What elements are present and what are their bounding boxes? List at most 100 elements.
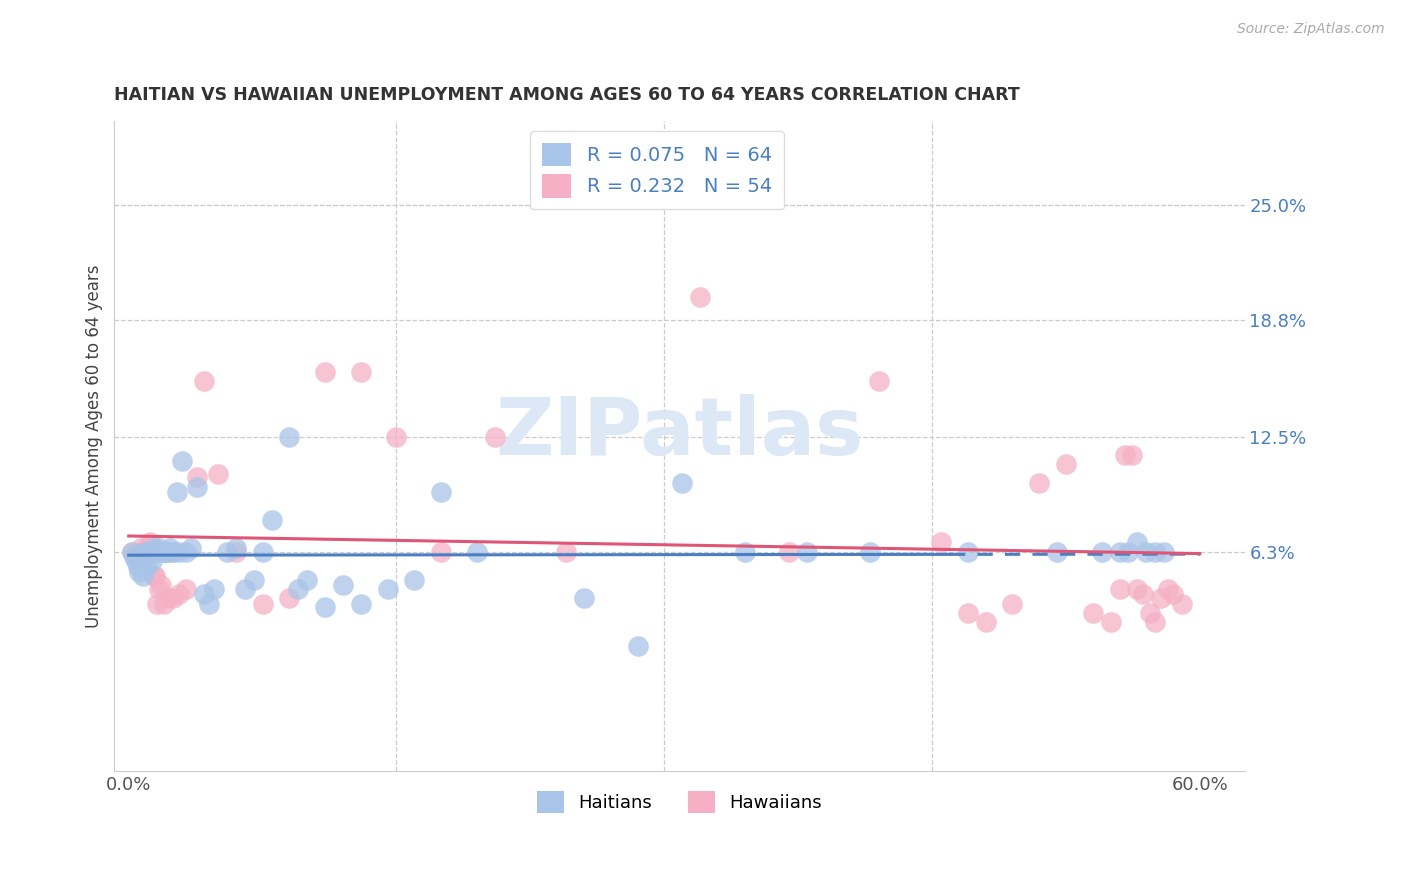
Point: [332, 578, 354, 592]
Point: [136, 545, 159, 559]
Point: [141, 554, 163, 568]
Point: [626, 640, 648, 654]
Point: [430, 545, 453, 559]
Point: [125, 550, 148, 565]
Point: [1046, 545, 1069, 559]
Point: [377, 582, 399, 596]
Point: [1099, 615, 1122, 630]
Point: [193, 374, 215, 388]
Point: [260, 513, 283, 527]
Point: [121, 545, 143, 559]
Point: [127, 559, 149, 574]
Legend: Haitians, Hawaiians: Haitians, Hawaiians: [530, 784, 830, 820]
Point: [1126, 535, 1149, 549]
Point: [350, 365, 373, 379]
Point: [159, 541, 181, 555]
Point: [162, 545, 184, 559]
Point: [1121, 448, 1143, 462]
Point: [121, 545, 143, 559]
Point: [242, 573, 264, 587]
Point: [160, 545, 183, 559]
Point: [225, 541, 247, 555]
Point: [207, 467, 229, 481]
Point: [166, 485, 188, 500]
Point: [1135, 545, 1157, 559]
Point: [193, 587, 215, 601]
Point: [1108, 582, 1130, 596]
Point: [572, 591, 595, 606]
Point: [430, 485, 453, 500]
Point: [404, 573, 426, 587]
Point: [162, 591, 184, 606]
Point: [122, 550, 145, 565]
Point: [858, 545, 880, 559]
Text: HAITIAN VS HAWAIIAN UNEMPLOYMENT AMONG AGES 60 TO 64 YEARS CORRELATION CHART: HAITIAN VS HAWAIIAN UNEMPLOYMENT AMONG A…: [114, 87, 1021, 104]
Point: [1139, 606, 1161, 620]
Point: [132, 545, 155, 559]
Point: [465, 545, 488, 559]
Point: [142, 541, 165, 555]
Point: [1157, 582, 1180, 596]
Point: [1001, 597, 1024, 611]
Point: [153, 545, 176, 559]
Point: [156, 545, 179, 559]
Text: Source: ZipAtlas.com: Source: ZipAtlas.com: [1237, 22, 1385, 37]
Point: [134, 545, 156, 559]
Point: [180, 541, 202, 555]
Point: [149, 545, 172, 559]
Point: [1081, 606, 1104, 620]
Point: [278, 430, 301, 444]
Point: [167, 545, 190, 559]
Y-axis label: Unemployment Among Ages 60 to 64 years: Unemployment Among Ages 60 to 64 years: [86, 264, 103, 628]
Point: [142, 569, 165, 583]
Point: [1118, 545, 1140, 559]
Point: [385, 430, 408, 444]
Point: [134, 545, 156, 559]
Point: [868, 374, 890, 388]
Point: [135, 541, 157, 555]
Point: [174, 582, 197, 596]
Point: [225, 545, 247, 559]
Point: [149, 578, 172, 592]
Point: [956, 545, 979, 559]
Point: [287, 582, 309, 596]
Point: [215, 545, 238, 559]
Point: [174, 545, 197, 559]
Point: [135, 559, 157, 574]
Point: [956, 606, 979, 620]
Point: [127, 554, 149, 568]
Point: [155, 545, 177, 559]
Point: [128, 565, 150, 579]
Point: [689, 291, 711, 305]
Point: [129, 541, 152, 555]
Point: [734, 545, 756, 559]
Point: [974, 615, 997, 630]
Point: [1126, 582, 1149, 596]
Point: [1153, 545, 1175, 559]
Point: [314, 600, 336, 615]
Point: [186, 480, 208, 494]
Point: [172, 454, 194, 468]
Point: [297, 573, 319, 587]
Point: [350, 597, 373, 611]
Point: [1108, 545, 1130, 559]
Point: [156, 591, 179, 606]
Point: [202, 582, 225, 596]
Point: [145, 569, 167, 583]
Point: [153, 597, 176, 611]
Point: [186, 470, 208, 484]
Point: [252, 597, 274, 611]
Point: [778, 545, 800, 559]
Point: [1132, 587, 1154, 601]
Point: [136, 545, 159, 559]
Point: [555, 545, 578, 559]
Point: [1114, 448, 1136, 462]
Point: [484, 430, 506, 444]
Point: [1161, 587, 1184, 601]
Point: [132, 569, 155, 583]
Point: [139, 545, 162, 559]
Point: [146, 545, 169, 559]
Text: ZIPatlas: ZIPatlas: [495, 394, 863, 472]
Point: [1144, 615, 1167, 630]
Point: [148, 582, 170, 596]
